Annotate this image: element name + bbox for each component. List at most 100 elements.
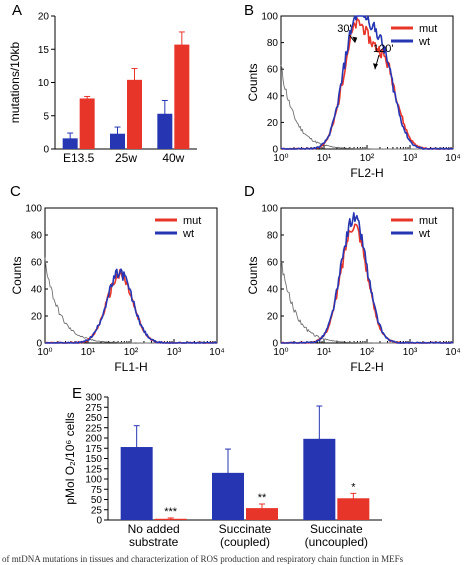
x-tick-label: 10³ (167, 347, 182, 358)
y-tick-label: 150 (85, 454, 102, 465)
bar (110, 133, 125, 149)
panel-label-a: A (12, 2, 22, 19)
y-tick-label: 80 (267, 231, 279, 242)
series-line-wt (45, 268, 218, 344)
y-tick-label: 0 (43, 145, 49, 156)
annotation-arrowhead-120min (372, 63, 378, 70)
y-tick-label: 60 (267, 65, 279, 76)
x-tick-label: 10⁴ (445, 347, 460, 358)
x-category-label: Succinate (uncoupled) (305, 522, 368, 549)
y-tick-label: 0 (272, 145, 278, 156)
x-tick-label: 10⁴ (209, 347, 224, 358)
x-tick-label: 10³ (403, 347, 418, 358)
panel-label-d: D (244, 183, 255, 200)
bar (174, 44, 190, 149)
legend-label-wt: wt (418, 228, 430, 240)
y-tick-label: 40 (267, 91, 279, 102)
x-category-label-line: No added (128, 522, 180, 536)
y-tick-label: 0 (36, 339, 42, 350)
series-line-wt (280, 15, 454, 150)
series-line-unstained (44, 257, 217, 344)
annotation-30min: 30' (337, 23, 351, 35)
y-tick-label: 15 (38, 45, 50, 56)
x-tick-label: 10¹ (81, 347, 96, 358)
significance-marker: * (351, 481, 356, 493)
x-tick-label: 10⁰ (273, 153, 288, 164)
series-line-unstained (280, 64, 453, 150)
x-tick-label: 10² (360, 347, 375, 358)
x-category-label: 40w (162, 151, 184, 165)
panel-label-b: B (244, 2, 254, 19)
y-tick-label: 100 (25, 204, 42, 215)
y-tick-label: 20 (267, 118, 279, 129)
y-tick-label: 60 (31, 258, 43, 269)
y-tick-label: 0 (96, 516, 102, 527)
y-tick-label: 25 (91, 505, 103, 516)
legend-label-wt: wt (418, 36, 430, 48)
bar (157, 113, 173, 149)
y-tick-label: 125 (85, 464, 102, 475)
y-tick-label: 80 (267, 38, 279, 49)
x-category-label: E13.5 (63, 151, 95, 165)
y-tick-label: 0 (272, 339, 278, 350)
bar (127, 79, 142, 149)
panel-label-e: E (72, 385, 82, 402)
y-tick-label: 80 (31, 231, 43, 242)
y-tick-label: 60 (267, 258, 279, 269)
x-category-label: Succinate (coupled) (219, 522, 272, 549)
y-tick-label: 100 (261, 204, 278, 215)
y-axis-title: mutations/10kb (8, 41, 22, 123)
annotation-arrow-30min (348, 34, 356, 43)
x-category-label-line: Succinate (219, 522, 272, 536)
y-tick-label: 200 (85, 434, 102, 445)
x-category-label-line: (coupled) (220, 535, 270, 549)
panel-label-c: C (10, 183, 21, 200)
significance-marker: *** (164, 506, 178, 518)
y-tick-label: 40 (267, 285, 279, 296)
legend-label-wt: wt (182, 228, 194, 240)
x-category-label-line: 25w (115, 151, 137, 165)
x-axis-title: FL2-H (350, 166, 383, 180)
y-tick-label: 5 (43, 111, 49, 122)
bar (246, 508, 278, 520)
y-tick-label: 300 (85, 393, 102, 404)
series-line-mut (44, 269, 218, 344)
annotation-120min: 120' (373, 43, 393, 55)
x-category-label-line: (uncoupled) (305, 535, 368, 549)
y-axis-title: Counts (246, 63, 260, 101)
x-category-label-line: Succinate (310, 522, 363, 536)
legend-label-mut: mut (419, 215, 437, 227)
x-category-label-line: 40w (162, 151, 184, 165)
y-tick-label: 100 (261, 12, 278, 23)
y-tick-label: 20 (31, 312, 43, 323)
x-axis-title: FL2-H (350, 360, 383, 374)
y-tick-label: 75 (91, 485, 103, 496)
x-tick-label: 10¹ (317, 153, 332, 164)
bar (79, 98, 95, 149)
y-tick-label: 10 (38, 78, 50, 89)
series-line-wt (281, 212, 454, 344)
x-tick-label: 10² (360, 153, 375, 164)
y-axis-title: Counts (10, 256, 24, 294)
x-category-label: No added substrate (128, 522, 180, 549)
x-tick-label: 10⁴ (445, 153, 460, 164)
y-tick-label: 20 (38, 12, 50, 23)
series-line-mut (280, 223, 454, 344)
x-category-label-line: substrate (129, 535, 179, 549)
figure-caption: of mtDNA mutations in tissues and charac… (2, 554, 404, 564)
x-tick-label: 10⁰ (273, 347, 288, 358)
x-tick-label: 10³ (403, 153, 418, 164)
y-tick-label: 175 (85, 444, 102, 455)
x-tick-label: 10¹ (317, 347, 332, 358)
y-axis-title: Counts (246, 256, 260, 294)
legend-label-mut: mut (419, 23, 437, 35)
significance-marker: ** (258, 492, 267, 504)
y-tick-label: 250 (85, 413, 102, 424)
y-tick-label: 20 (267, 312, 279, 323)
y-tick-label: 100 (85, 475, 102, 486)
y-axis-title: pMol O₂/10⁶ cells (63, 412, 77, 504)
y-tick-label: 40 (31, 285, 43, 296)
x-tick-label: 10² (124, 347, 139, 358)
x-tick-label: 10⁰ (37, 347, 52, 358)
legend-label-mut: mut (183, 215, 201, 227)
